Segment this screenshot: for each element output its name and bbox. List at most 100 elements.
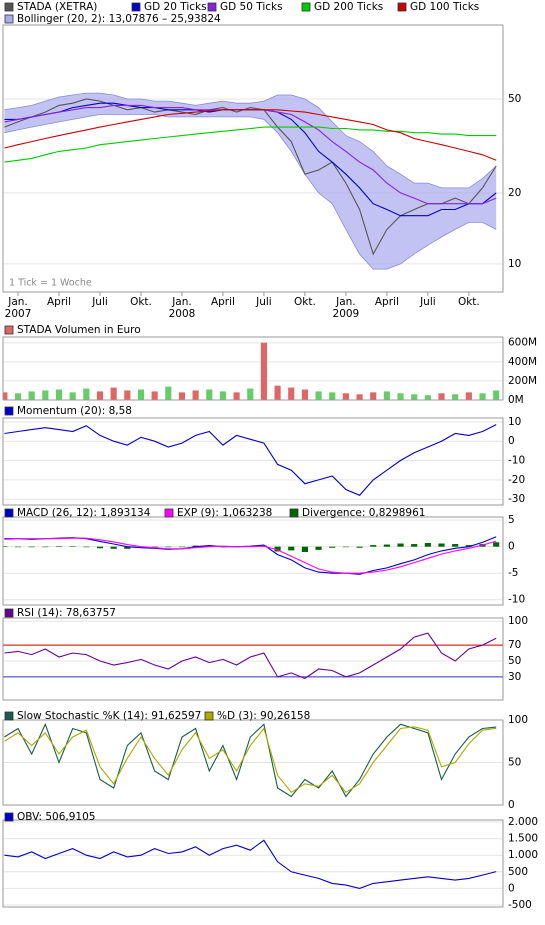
legend-swatch (4, 2, 14, 12)
y-tick-label: 0 (508, 882, 515, 894)
plot (4, 424, 497, 496)
bar (329, 392, 336, 400)
bar (465, 545, 472, 547)
bar (465, 392, 472, 400)
legend-swatch (301, 2, 311, 12)
y-tick-label: 0 (508, 799, 515, 811)
x-tick-label: Juli (419, 296, 436, 308)
y-tick-label: 10 (508, 416, 521, 428)
y-tick-label: 20 (508, 187, 521, 199)
bar (424, 395, 431, 400)
year-label: 2007 (5, 308, 32, 320)
x-tick-label: Jan. (7, 296, 28, 308)
y-tick-label: 50 (508, 757, 521, 769)
x-tick-label: Juli (91, 296, 108, 308)
bar (151, 391, 158, 400)
plot-frame (2, 617, 504, 701)
bar (370, 392, 377, 400)
legend-swatch (4, 14, 14, 24)
bar (438, 393, 445, 400)
year-label: 2009 (333, 308, 360, 320)
bar (42, 546, 49, 548)
bar (342, 546, 349, 548)
y-tick-label: 30 (508, 671, 521, 683)
plot-frame (2, 719, 504, 806)
legend-swatch (289, 508, 299, 518)
line (4, 632, 497, 680)
y-tick-label: 0 (508, 541, 515, 553)
legend-label: %D (3): 90,26158 (217, 710, 310, 722)
legend-label: Slow Stochastic %K (14): 91,62597 (17, 710, 201, 722)
bar (356, 546, 363, 548)
bar (83, 546, 90, 548)
y-tick-label: 50 (508, 655, 521, 667)
line (4, 424, 497, 496)
line (4, 126, 497, 163)
plot (4, 722, 497, 798)
plot (3, 632, 503, 680)
annotation: 1 Tick = 1 Woche (9, 278, 92, 289)
legend-swatch (4, 508, 14, 518)
bar (315, 546, 322, 550)
y-tick-label: 10 (508, 258, 521, 270)
legend-label: EXP (9): 1,063238 (177, 507, 272, 519)
x-tick-label: Juli (255, 296, 272, 308)
y-tick-label: 50 (508, 93, 521, 105)
x-tick-label: Okt. (294, 296, 316, 308)
legend-label: GD 200 Ticks (314, 1, 383, 13)
y-tick-label: -30 (508, 493, 525, 505)
y-tick-label: 400M (508, 356, 537, 368)
x-tick-label: Jan. (171, 296, 192, 308)
legend-swatch (4, 406, 14, 416)
y-tick-label: -20 (508, 474, 525, 486)
legend-label: GD 50 Ticks (220, 1, 283, 13)
legend-label: STADA Volumen in Euro (17, 324, 141, 336)
y-tick-label: 5 (508, 514, 515, 526)
plot (3, 342, 500, 400)
y-tick-label: -10 (508, 455, 525, 467)
bar (301, 389, 308, 400)
bar (288, 387, 295, 400)
legend-swatch (204, 711, 214, 721)
bar (110, 387, 117, 400)
bar (14, 393, 22, 400)
legend-swatch (4, 608, 14, 618)
year-label: 2008 (169, 308, 196, 320)
y-tick-label: 200M (508, 375, 537, 387)
y-tick-label: 500 (508, 866, 528, 878)
bar (397, 543, 404, 547)
plot-frame (2, 819, 504, 908)
bar (301, 546, 308, 552)
x-tick-label: Okt. (130, 296, 152, 308)
legend-label: Bollinger (20, 2): 13,07876 – 25,93824 (17, 13, 221, 25)
plot-frame (2, 24, 504, 293)
y-tick-label: -500 (508, 899, 532, 911)
bar (219, 391, 227, 400)
bar (83, 388, 90, 400)
bar (397, 393, 404, 400)
bar (479, 393, 486, 400)
line (4, 537, 497, 574)
y-tick-label: 0 (508, 435, 515, 447)
bollinger-band (4, 93, 497, 270)
bar (452, 544, 459, 547)
bar (178, 546, 186, 548)
legend-swatch (4, 325, 14, 335)
bar (493, 390, 500, 400)
line (4, 722, 497, 798)
bar (424, 542, 431, 547)
bollinger-lower (4, 114, 497, 270)
y-tick-label: 2.000 (508, 816, 538, 828)
bar (151, 546, 158, 548)
plot (4, 839, 497, 889)
legend-label: Divergence: 0,8298961 (302, 507, 425, 519)
bar (315, 391, 322, 400)
bar (178, 392, 186, 400)
bollinger-upper (4, 92, 497, 189)
bar (370, 545, 377, 547)
bar (124, 546, 131, 549)
legend-label: Momentum (20): 8,58 (17, 405, 132, 417)
line (4, 109, 497, 161)
y-tick-label: 0M (508, 394, 524, 406)
